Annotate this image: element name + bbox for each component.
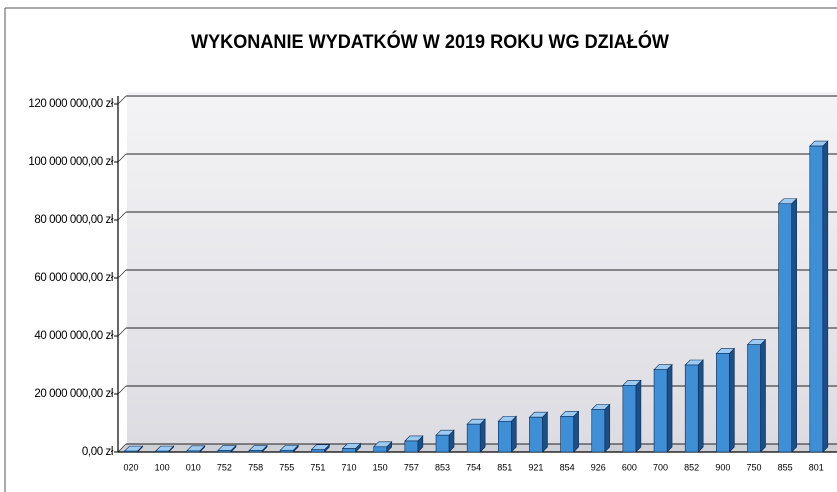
x-tick-label: 854 bbox=[560, 462, 575, 472]
bar-side bbox=[542, 411, 548, 453]
bar-front bbox=[217, 450, 232, 453]
bar-side bbox=[479, 418, 486, 453]
bar-side bbox=[604, 403, 611, 453]
bar-front bbox=[248, 450, 263, 453]
bar-side bbox=[791, 198, 797, 453]
bar bbox=[497, 415, 518, 453]
x-tick-label: 010 bbox=[186, 462, 201, 472]
y-tick-label: 120 000 000,00 zł bbox=[28, 98, 113, 110]
bar-front bbox=[560, 416, 574, 453]
grid-line bbox=[117, 153, 127, 163]
bar bbox=[528, 411, 549, 453]
x-tick-label: 853 bbox=[435, 462, 450, 472]
x-tick-label: 752 bbox=[217, 462, 232, 472]
x-tick-label: 754 bbox=[466, 462, 481, 472]
bar bbox=[809, 140, 829, 453]
bar-side bbox=[573, 410, 579, 453]
bar-front bbox=[778, 203, 792, 453]
x-tick-label: 020 bbox=[123, 462, 138, 472]
bar-side bbox=[760, 338, 766, 453]
bar-side bbox=[729, 347, 735, 453]
grid-line bbox=[117, 211, 127, 221]
bar-front bbox=[497, 420, 512, 453]
bar-front bbox=[279, 449, 294, 453]
bar bbox=[715, 347, 736, 453]
bar bbox=[653, 363, 673, 453]
y-tick-label: 0,00 zł bbox=[82, 446, 114, 458]
bar-front bbox=[684, 364, 699, 453]
x-tick-label: 801 bbox=[809, 462, 824, 472]
bar bbox=[466, 418, 486, 453]
bar bbox=[154, 445, 175, 453]
chart-title: WYKONANIE WYDATKÓW W 2019 ROKU WG DZIAŁÓ… bbox=[191, 31, 669, 53]
bar-front bbox=[342, 448, 356, 453]
y-tick-label: 100 000 000,00 zł bbox=[28, 156, 113, 168]
bar bbox=[435, 429, 455, 453]
bar bbox=[372, 441, 393, 453]
bar bbox=[310, 443, 331, 453]
bar bbox=[559, 410, 580, 453]
bar-front bbox=[747, 344, 761, 453]
bar-front bbox=[435, 434, 450, 453]
x-tick-label: 851 bbox=[497, 462, 512, 472]
bar bbox=[746, 338, 767, 453]
x-tick-label: 755 bbox=[279, 462, 294, 472]
bar-front bbox=[716, 353, 730, 453]
bar bbox=[217, 444, 237, 453]
bar-front bbox=[311, 449, 325, 453]
bar-front bbox=[809, 145, 824, 453]
grid-line bbox=[117, 327, 127, 337]
grid-line bbox=[117, 269, 127, 279]
x-tick-label: 710 bbox=[342, 462, 357, 472]
x-tick-label: 921 bbox=[528, 462, 543, 472]
bar-side bbox=[510, 415, 517, 453]
y-tick-label: 40 000 000,00 zł bbox=[34, 330, 113, 342]
bar bbox=[341, 442, 362, 453]
bar bbox=[777, 198, 798, 453]
bar bbox=[404, 435, 424, 453]
bar bbox=[622, 379, 642, 453]
bar-side bbox=[822, 140, 829, 453]
bar-front bbox=[373, 446, 388, 453]
grid-line bbox=[117, 443, 127, 453]
bar-side bbox=[635, 379, 642, 453]
x-tick-label: 751 bbox=[310, 462, 325, 472]
y-tick-label: 20 000 000,00 zł bbox=[34, 388, 113, 400]
grid-line bbox=[117, 95, 127, 105]
bar bbox=[591, 403, 611, 453]
x-tick-label: 926 bbox=[591, 462, 606, 472]
x-tick-label: 600 bbox=[622, 462, 637, 472]
y-tick-label: 80 000 000,00 zł bbox=[34, 214, 113, 226]
bar-front bbox=[591, 409, 606, 453]
bar-front bbox=[653, 369, 668, 453]
bar-front bbox=[404, 440, 419, 453]
x-tick-label: 700 bbox=[653, 462, 668, 472]
x-tick-label: 750 bbox=[746, 462, 761, 472]
bar-front bbox=[529, 416, 543, 453]
bar-side bbox=[666, 363, 673, 453]
bar-front bbox=[466, 423, 481, 453]
x-tick-label: 150 bbox=[373, 462, 388, 472]
x-tick-label: 855 bbox=[778, 462, 793, 472]
grid-line bbox=[117, 385, 127, 395]
bar-front bbox=[622, 384, 637, 453]
bar-side bbox=[697, 359, 704, 453]
bar bbox=[279, 444, 299, 453]
bar-front bbox=[186, 450, 201, 453]
bar-front bbox=[124, 450, 138, 453]
x-tick-label: 757 bbox=[404, 462, 419, 472]
bar-front bbox=[155, 450, 169, 453]
x-tick-label: 100 bbox=[155, 462, 170, 472]
y-tick-label: 60 000 000,00 zł bbox=[34, 272, 113, 284]
x-tick-label: 900 bbox=[715, 462, 730, 472]
x-tick-label: 758 bbox=[248, 462, 263, 472]
bar bbox=[186, 445, 206, 453]
bar bbox=[123, 445, 144, 453]
bar bbox=[248, 444, 268, 453]
bar bbox=[684, 359, 704, 453]
x-tick-label: 852 bbox=[684, 462, 699, 472]
